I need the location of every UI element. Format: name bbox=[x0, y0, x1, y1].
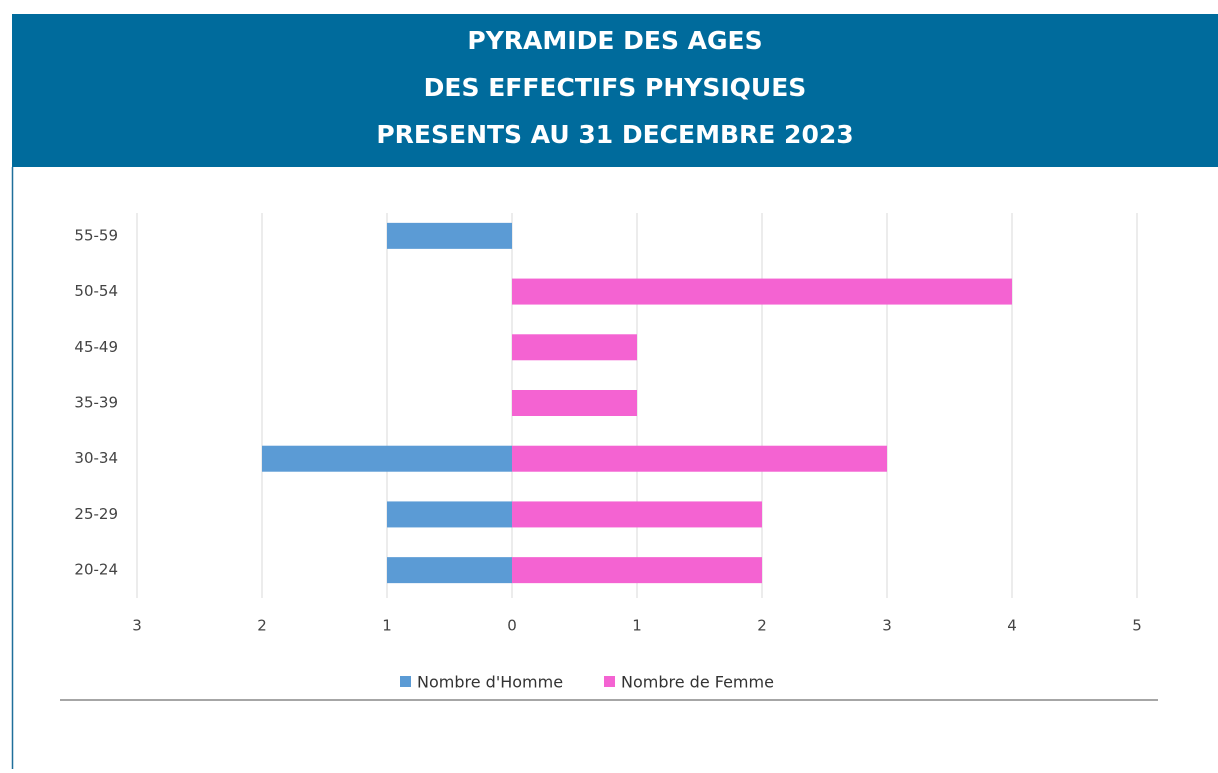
x-tick-label: 4 bbox=[1007, 617, 1017, 635]
x-tick-label: 3 bbox=[132, 617, 142, 635]
y-tick-label: 25-29 bbox=[74, 505, 118, 523]
legend-swatch bbox=[400, 676, 411, 687]
x-tick-label: 1 bbox=[382, 617, 392, 635]
bar bbox=[387, 501, 512, 528]
y-tick-label: 45-49 bbox=[74, 338, 118, 356]
y-tick-label: 55-59 bbox=[74, 226, 118, 244]
x-tick-label: 1 bbox=[632, 617, 642, 635]
x-tick-label: 0 bbox=[507, 617, 517, 635]
header-band bbox=[12, 14, 1218, 167]
y-tick-label: 20-24 bbox=[74, 561, 118, 579]
bar bbox=[262, 445, 512, 472]
bar bbox=[512, 501, 762, 528]
legend-label: Nombre de Femme bbox=[621, 673, 774, 692]
chart-title: PYRAMIDE DES AGES bbox=[467, 26, 762, 55]
x-tick-label: 5 bbox=[1132, 617, 1142, 635]
y-tick-label: 35-39 bbox=[74, 394, 118, 412]
legend-swatch bbox=[604, 676, 615, 687]
bar bbox=[512, 390, 637, 416]
y-tick-label: 50-54 bbox=[74, 282, 118, 300]
x-tick-label: 3 bbox=[882, 617, 892, 635]
bar bbox=[512, 445, 887, 472]
legend-label: Nombre d'Homme bbox=[417, 673, 563, 692]
bar bbox=[387, 222, 512, 249]
x-tick-label: 2 bbox=[757, 617, 767, 635]
bar bbox=[512, 278, 1012, 305]
bar bbox=[512, 557, 762, 584]
chart-title: PRESENTS AU 31 DECEMBRE 2023 bbox=[376, 120, 853, 149]
x-tick-label: 2 bbox=[257, 617, 267, 635]
bar bbox=[387, 557, 512, 584]
bar bbox=[512, 334, 637, 361]
chart-title: DES EFFECTIFS PHYSIQUES bbox=[424, 73, 807, 102]
y-tick-label: 30-34 bbox=[74, 449, 118, 467]
